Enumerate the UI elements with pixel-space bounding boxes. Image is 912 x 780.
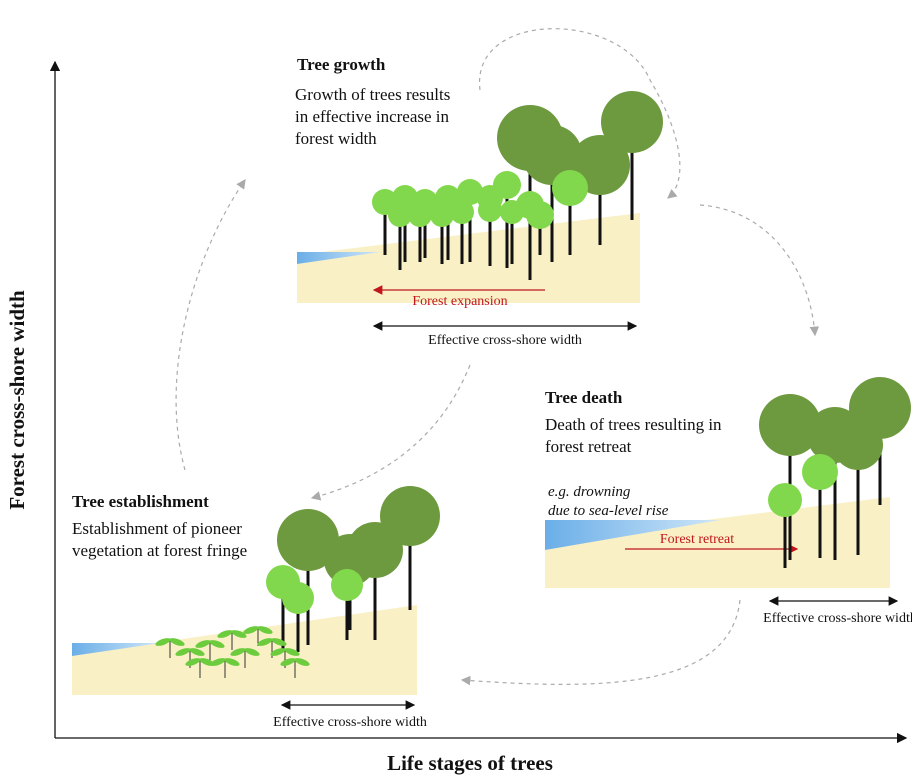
- description: Death of trees resulting in: [545, 415, 722, 434]
- width-label: Effective cross-shore width: [763, 611, 912, 626]
- crown: [408, 203, 432, 227]
- panel-title: Tree establishment: [72, 492, 209, 511]
- crown: [331, 569, 363, 601]
- crown: [552, 170, 588, 206]
- note: e.g. drowning: [548, 484, 631, 500]
- width-label: Effective cross-shore width: [273, 715, 427, 730]
- crown: [833, 420, 883, 470]
- crown: [601, 91, 663, 153]
- diagram: Forest cross-shore width Life stages of …: [0, 0, 912, 780]
- arrow-label: Forest expansion: [412, 294, 507, 309]
- panel-title: Tree growth: [297, 55, 386, 74]
- crown: [282, 582, 314, 614]
- description: Establishment of pioneer: [72, 519, 242, 538]
- crown: [500, 200, 524, 224]
- description: Growth of trees results: [295, 85, 450, 104]
- description: forest width: [295, 129, 377, 148]
- crown: [450, 200, 474, 224]
- description: forest retreat: [545, 437, 632, 456]
- y-axis-label: Forest cross-shore width: [5, 290, 29, 510]
- arrow-label: Forest retreat: [660, 532, 734, 547]
- crown: [478, 198, 502, 222]
- crown: [493, 171, 521, 199]
- crown: [526, 201, 554, 229]
- panel-title: Tree death: [545, 388, 623, 407]
- description: in effective increase in: [295, 107, 450, 126]
- x-axis-label: Life stages of trees: [387, 751, 553, 775]
- width-label: Effective cross-shore width: [428, 333, 582, 348]
- crown: [802, 454, 838, 490]
- trees: [154, 91, 911, 678]
- note: due to sea-level rise: [548, 503, 669, 519]
- description: vegetation at forest fringe: [72, 541, 247, 560]
- crown: [768, 483, 802, 517]
